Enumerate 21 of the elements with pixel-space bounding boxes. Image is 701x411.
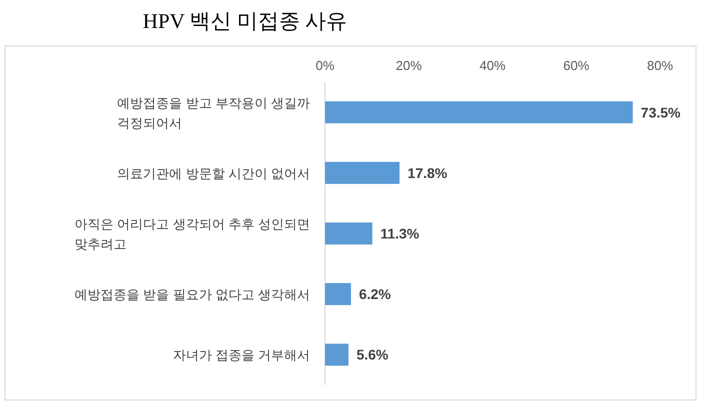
y-tick-label: 예방접종을 받고 부작용이 생길까 걱정되어서 xyxy=(117,95,310,130)
bar xyxy=(325,344,348,366)
x-tick-label: 20% xyxy=(396,58,422,73)
x-tick-label: 40% xyxy=(479,58,506,73)
y-tick-label: 예방접종을 받을 필요가 없다고 생각해서 xyxy=(74,287,310,302)
chart-title: HPV 백신 미접종 사유 xyxy=(142,9,348,33)
y-tick-label: 아직은 어리다고 생각되어 추후 성인되면 맞추려고 xyxy=(74,216,310,252)
data-label: 73.5% xyxy=(640,104,682,120)
x-tick-label: 80% xyxy=(646,58,674,73)
bar xyxy=(325,162,400,184)
y-tick-label: 자녀가 접종을 거부해서 xyxy=(172,348,310,363)
data-label: 11.3% xyxy=(380,226,420,242)
data-label: 17.8% xyxy=(408,164,448,181)
data-label: 6.2% xyxy=(358,286,392,302)
bar xyxy=(325,222,372,244)
bar xyxy=(325,101,633,124)
x-tick-label: 60% xyxy=(563,58,590,73)
x-tick-label: 0% xyxy=(316,58,335,73)
bar xyxy=(325,283,351,306)
y-tick-label: 의료기관에 방문할 시간이 없어서 xyxy=(117,166,310,181)
data-label: 5.6% xyxy=(356,346,389,363)
